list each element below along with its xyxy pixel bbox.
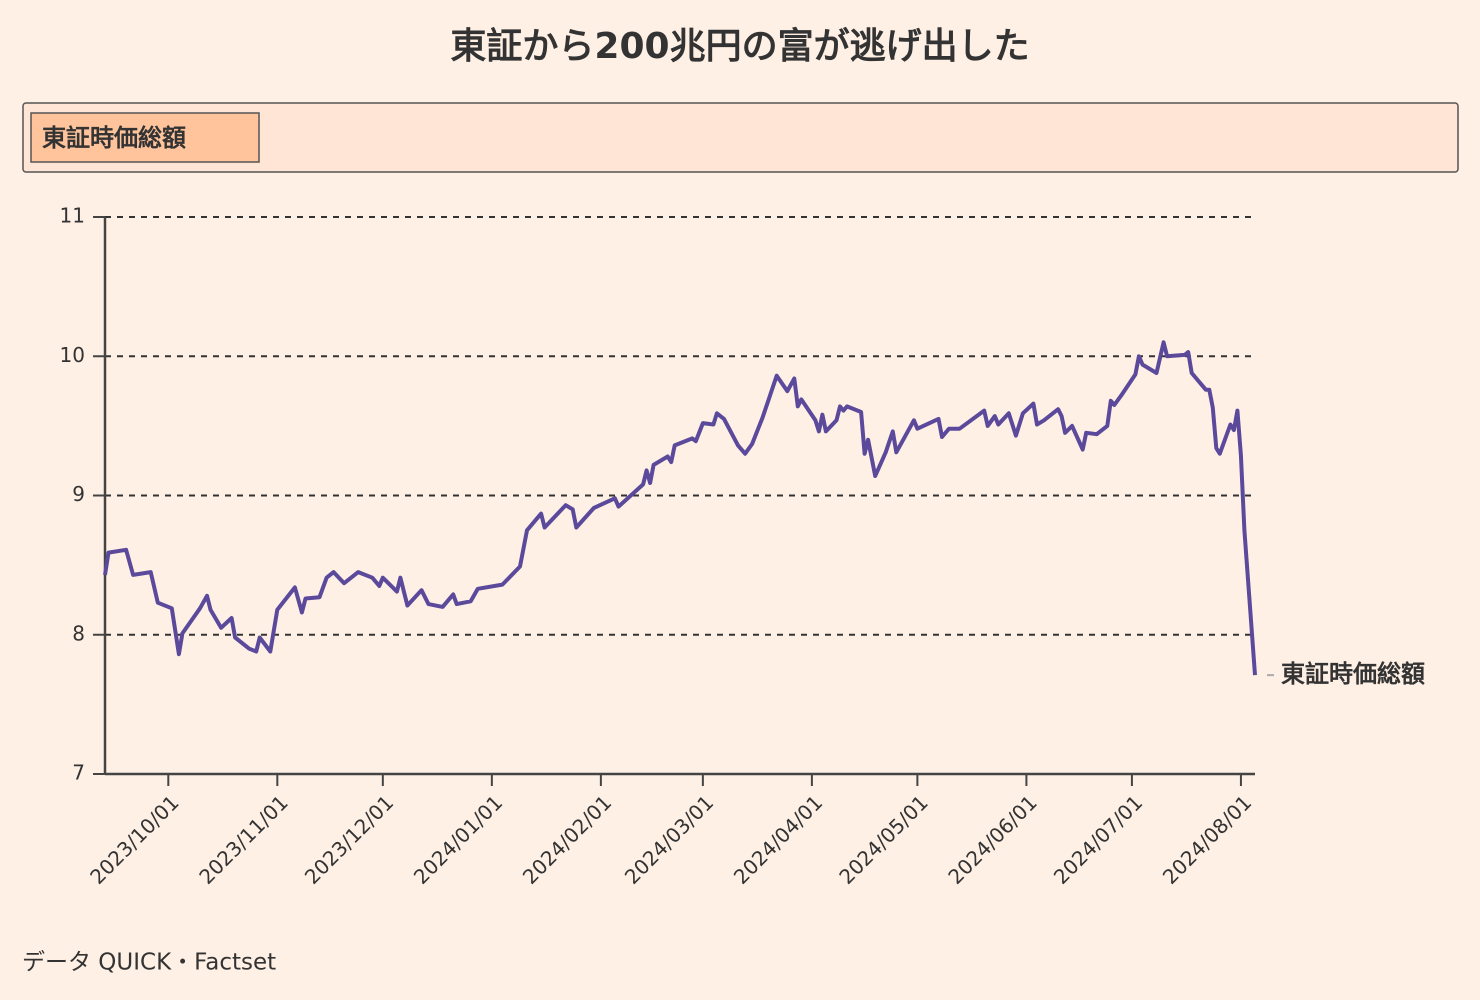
x-tick-label: 2024/02/01 [518,790,616,888]
legend-label: 東証時価総額 [42,124,186,152]
legend-box [22,102,1459,173]
source-note: データ QUICK・Factset [22,950,276,976]
y-tick-label: 11 [60,204,85,228]
x-tick-label: 2024/03/01 [620,790,718,888]
y-tick-label: 10 [60,343,85,367]
x-tick-label: 2023/12/01 [300,790,398,888]
x-tick-label: 2024/08/01 [1158,790,1256,888]
x-tick-label: 2024/01/01 [409,790,507,888]
x-tick-label: 2024/07/01 [1049,790,1147,888]
x-tick-label: 2024/05/01 [834,790,932,888]
end-label: 東証時価総額 [1281,660,1425,688]
x-tick-label: 2024/04/01 [729,790,827,888]
chart-title: 東証から200兆円の富が逃げ出した [450,25,1029,67]
legend-item[interactable] [30,112,260,163]
y-tick-label: 9 [72,482,85,506]
y-tick-label: 8 [72,621,85,645]
x-tick-label: 2023/11/01 [194,790,292,888]
data-line [103,340,1257,676]
x-tick-label: 2024/06/01 [943,790,1041,888]
x-tick-label: 2023/10/01 [85,790,183,888]
y-tick-label: 7 [72,761,85,785]
